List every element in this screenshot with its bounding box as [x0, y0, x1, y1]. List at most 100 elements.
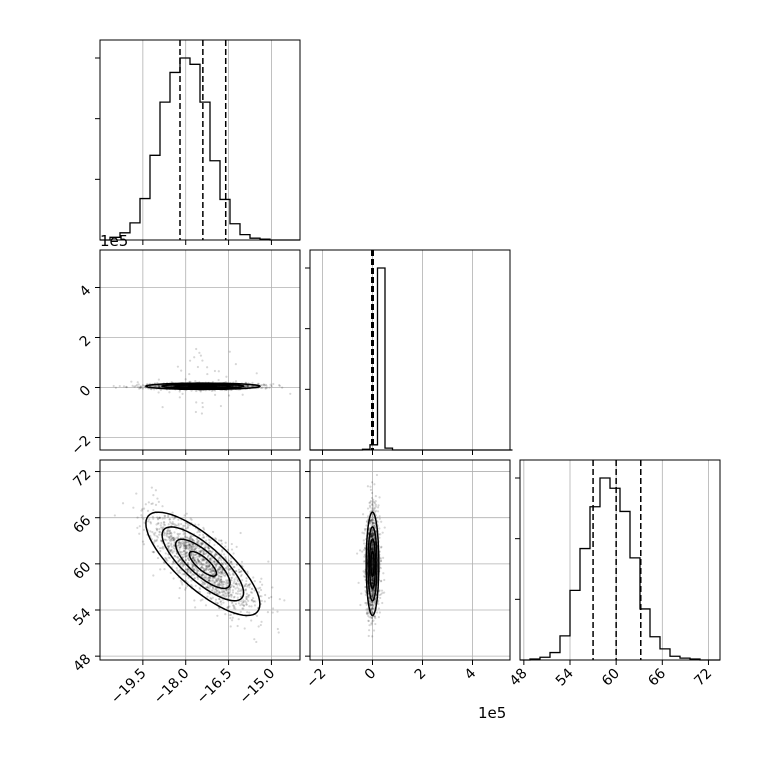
- sample-point: [195, 560, 198, 563]
- sample-point: [201, 558, 204, 562]
- sample-point: [144, 503, 147, 506]
- sample-point: [198, 530, 202, 534]
- sample-point: [264, 386, 267, 390]
- sample-point: [222, 590, 226, 593]
- sample-point: [150, 502, 153, 506]
- sample-point: [214, 563, 218, 567]
- sample-point: [289, 392, 292, 395]
- sample-point: [172, 544, 176, 547]
- sample-point: [161, 545, 165, 549]
- sample-point: [255, 614, 259, 617]
- sample-point: [371, 547, 374, 550]
- sample-point: [379, 559, 383, 563]
- sample-point: [236, 578, 239, 581]
- sample-point: [157, 378, 160, 381]
- sample-point: [200, 543, 203, 546]
- sample-point: [230, 548, 234, 551]
- sample-point: [372, 498, 375, 501]
- sample-point: [199, 390, 202, 393]
- sample-point: [185, 554, 188, 558]
- sample-point: [190, 554, 193, 557]
- sample-point: [240, 600, 243, 603]
- sample-point: [201, 406, 204, 409]
- sample-point: [372, 604, 375, 608]
- sample-point: [383, 591, 386, 594]
- sample-point: [197, 523, 200, 526]
- x-offset-label: 1e5: [478, 704, 506, 722]
- sample-point: [153, 540, 156, 543]
- sample-point: [220, 575, 223, 578]
- sample-point: [202, 552, 205, 555]
- sample-point: [258, 594, 262, 598]
- sample-point: [181, 563, 185, 566]
- sample-point: [194, 547, 197, 550]
- sample-point: [364, 529, 367, 532]
- sample-point: [202, 526, 205, 529]
- sample-point: [251, 381, 254, 384]
- sample-point: [243, 627, 246, 630]
- sample-point: [370, 578, 374, 582]
- sample-point: [362, 542, 366, 545]
- sample-point: [172, 536, 175, 540]
- sample-point: [371, 607, 374, 610]
- sample-point: [246, 384, 250, 387]
- sample-point: [371, 582, 374, 585]
- sample-point: [189, 536, 192, 539]
- sample-point: [371, 563, 374, 566]
- sample-point: [215, 563, 218, 566]
- sample-point: [212, 560, 215, 563]
- sample-point: [200, 557, 203, 561]
- sample-point: [266, 611, 270, 614]
- sample-point: [173, 531, 176, 534]
- sample-point: [166, 530, 169, 533]
- sample-point: [368, 596, 371, 599]
- sample-point: [155, 535, 158, 538]
- sample-point: [371, 531, 375, 534]
- sample-point: [213, 554, 217, 557]
- sample-point: [154, 489, 157, 492]
- sample-point: [162, 547, 165, 550]
- sample-point: [184, 521, 187, 524]
- sample-point: [139, 386, 142, 389]
- sample-point: [200, 559, 204, 562]
- sample-point: [176, 365, 180, 368]
- sample-point: [374, 526, 377, 529]
- sample-point: [179, 541, 182, 544]
- sample-point: [228, 568, 231, 572]
- sample-point: [371, 533, 374, 537]
- sample-point: [168, 544, 171, 547]
- sample-point: [207, 547, 210, 550]
- sample-point: [255, 640, 258, 644]
- sample-point: [194, 566, 198, 569]
- sample-point: [164, 532, 167, 535]
- sample-point: [193, 558, 196, 562]
- sample-point: [218, 575, 221, 578]
- sample-point: [178, 558, 181, 561]
- sample-point: [226, 582, 230, 585]
- sample-point: [246, 384, 249, 387]
- sample-point: [183, 543, 186, 546]
- sample-point: [207, 586, 210, 589]
- sample-point: [206, 366, 209, 369]
- sample-point: [371, 592, 374, 596]
- sample-point: [163, 568, 166, 571]
- sample-point: [189, 517, 192, 520]
- sample-point: [231, 573, 234, 576]
- sample-point: [187, 537, 191, 540]
- sample-point: [211, 569, 214, 572]
- sample-point: [214, 563, 217, 566]
- sample-point: [156, 556, 160, 560]
- sample-point: [188, 569, 191, 572]
- sample-point: [184, 568, 187, 571]
- sample-point: [233, 605, 236, 609]
- sample-point: [372, 594, 375, 597]
- sample-point: [190, 552, 193, 555]
- sample-point: [206, 583, 210, 587]
- sample-point: [227, 591, 230, 595]
- sample-point: [227, 593, 230, 596]
- sample-point: [371, 577, 374, 581]
- sample-point: [371, 578, 375, 581]
- sample-point: [367, 614, 370, 617]
- sample-point: [371, 607, 374, 610]
- sample-point: [197, 559, 200, 562]
